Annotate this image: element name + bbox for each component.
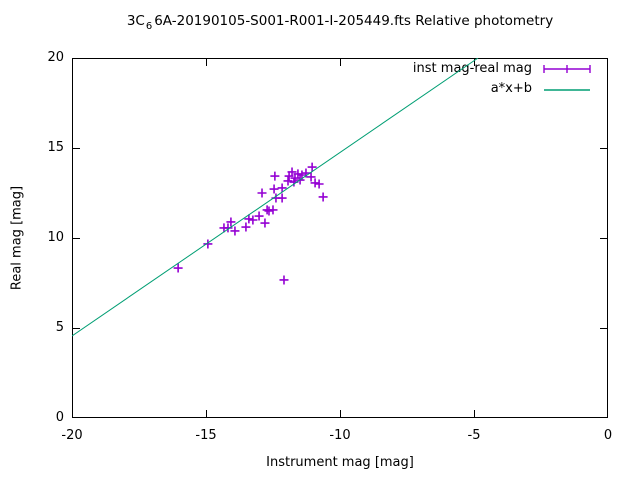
data-point-marker <box>277 183 287 193</box>
y-tick-label: 5 <box>55 320 64 335</box>
plot-area <box>71 57 609 419</box>
chart-title-rest: 6A-20190105-S001-R001-I-205449.fts Relat… <box>154 13 554 29</box>
data-point-marker <box>314 179 324 189</box>
data-point-marker <box>277 193 287 203</box>
x-tick-label: -10 <box>329 428 351 443</box>
fit-line <box>71 57 479 337</box>
data-point-marker <box>310 178 320 188</box>
data-point-marker <box>269 184 279 194</box>
data-point-marker <box>244 214 254 224</box>
x-tick-label: -20 <box>61 428 83 443</box>
data-point-marker <box>260 218 270 228</box>
x-tick-label: 0 <box>603 428 613 443</box>
plot-svg <box>71 57 609 419</box>
data-point-marker <box>173 263 183 273</box>
legend-sample-points <box>543 65 591 73</box>
y-tick-label: 0 <box>55 410 64 425</box>
legend-label-points: inst mag-real mag <box>412 61 532 76</box>
x-axis-title: Instrument mag [mag] <box>266 455 414 470</box>
y-tick-label: 20 <box>47 50 64 65</box>
y-tick-label: 10 <box>47 230 64 245</box>
data-point-marker <box>270 171 280 181</box>
data-point-marker <box>257 188 267 198</box>
data-point-marker <box>241 222 251 232</box>
data-point-marker <box>254 211 264 221</box>
data-point-marker <box>268 205 278 215</box>
data-point-marker <box>306 172 316 182</box>
data-point-marker <box>293 169 303 179</box>
data-point-marker <box>307 162 317 172</box>
data-point-marker <box>287 167 297 177</box>
data-point-marker <box>226 217 236 227</box>
x-tick-label: -15 <box>195 428 217 443</box>
data-point-marker <box>264 206 274 216</box>
data-point-marker <box>283 176 293 186</box>
data-point-marker <box>230 226 240 236</box>
data-point-marker <box>223 223 233 233</box>
chart-title-subscript: 6 <box>145 20 153 32</box>
data-point-marker <box>203 239 213 249</box>
data-point-marker <box>318 192 328 202</box>
data-point-marker <box>248 215 258 225</box>
x-tick-label: -5 <box>467 428 481 443</box>
plot-border <box>72 58 608 418</box>
chart-title: 3C6 6A-20190105-S001-R001-I-205449.fts Re… <box>72 13 608 32</box>
y-tick-label: 15 <box>47 140 64 155</box>
chart-title-prefix: 3C <box>126 13 145 29</box>
legend-label-fit-line: a*x+b <box>490 81 532 96</box>
data-point-marker <box>279 275 289 285</box>
